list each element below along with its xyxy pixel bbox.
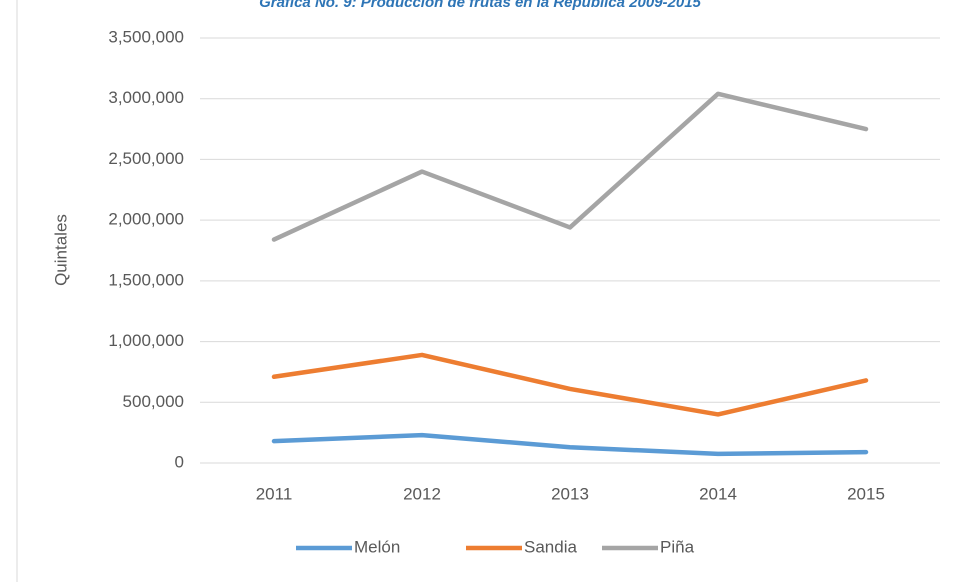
- y-tick-label: 2,000,000: [108, 210, 184, 229]
- legend-label: Sandia: [524, 537, 577, 556]
- x-tick-label: 2013: [551, 484, 589, 503]
- y-axis-label: Quintales: [51, 214, 70, 286]
- chart-border: [16, 0, 18, 582]
- x-tick-label: 2012: [403, 484, 441, 503]
- y-tick-label: 3,500,000: [108, 27, 184, 46]
- x-tick-label: 2014: [699, 484, 737, 503]
- line-series: [271, 352, 869, 417]
- y-tick-label: 0: [175, 452, 184, 471]
- y-tick-label: 3,000,000: [108, 88, 184, 107]
- legend-label: Piña: [660, 537, 695, 556]
- y-tick-label: 500,000: [123, 392, 184, 411]
- y-tick-label: 2,500,000: [108, 149, 184, 168]
- line-series: [271, 91, 869, 242]
- y-tick-label: 1,500,000: [108, 270, 184, 289]
- x-tick-label: 2015: [847, 484, 885, 503]
- chart-title: Grafica No. 9: Producción de frutas en l…: [259, 0, 701, 11]
- legend-label: Melón: [354, 537, 400, 556]
- y-tick-label: 1,000,000: [108, 331, 184, 350]
- x-tick-label: 2011: [256, 484, 293, 503]
- line-series: [271, 432, 869, 457]
